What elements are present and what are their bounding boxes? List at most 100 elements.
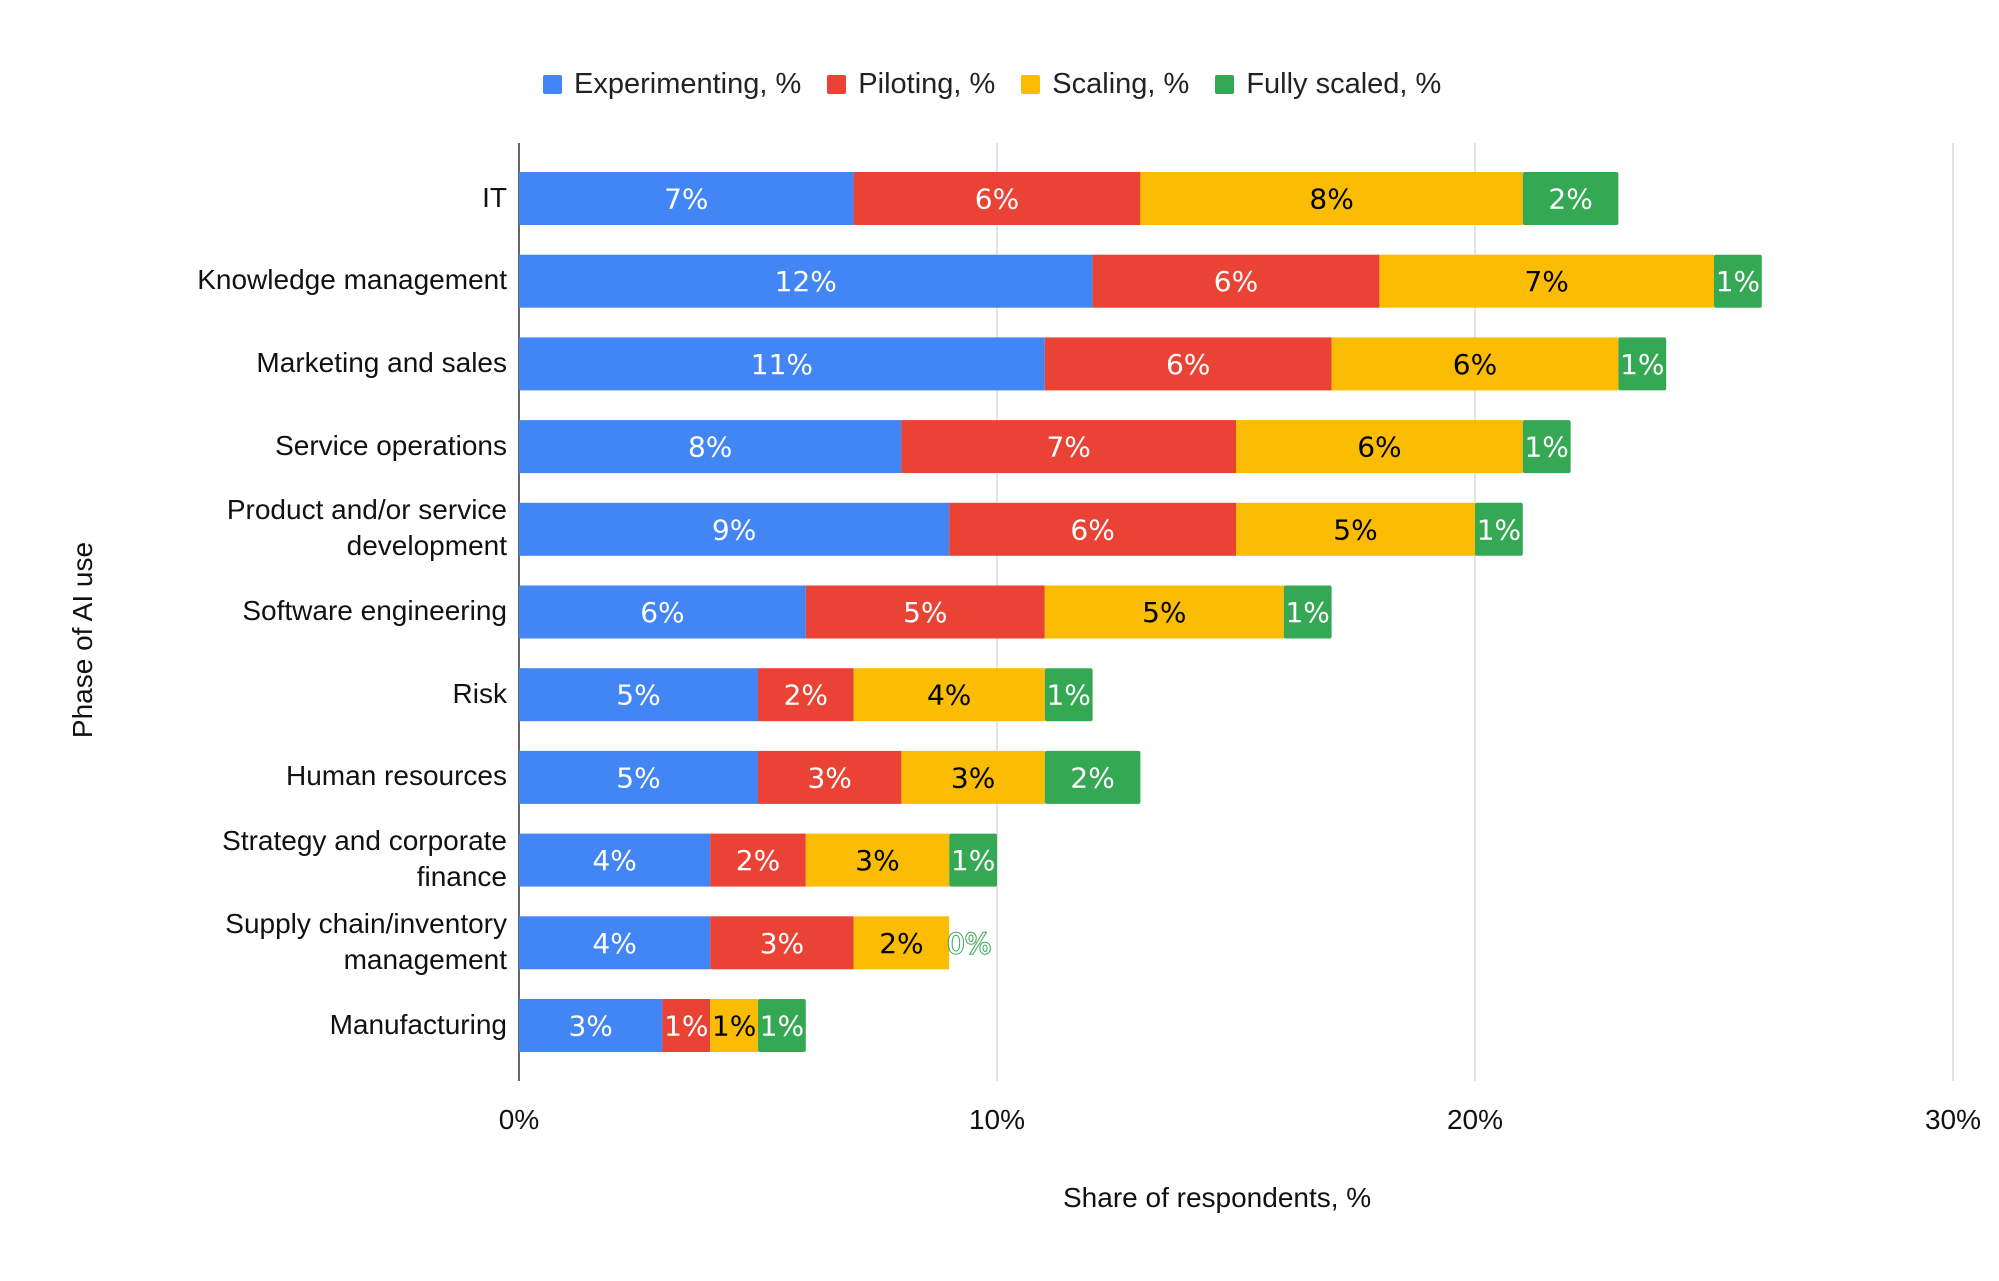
data-label-product-and-or-service-development-scaling: 5% <box>1333 513 1377 546</box>
legend-item-scaling[interactable]: Scaling, % <box>1021 68 1189 101</box>
bar-service-operations-experimenting[interactable] <box>519 420 902 474</box>
bar-group-marketing-and-sales: 11% 6% 6% 1% <box>519 337 1667 391</box>
data-label-software-engineering-experimenting: 6% <box>640 596 684 629</box>
data-label-manufacturing-scaling: 1% <box>712 1010 756 1043</box>
bar-product-and-or-service-development-experimenting[interactable] <box>519 502 950 556</box>
legend-item-experimenting[interactable]: Experimenting, % <box>543 68 801 101</box>
bar-marketing-and-sales-piloting[interactable] <box>1044 337 1332 391</box>
bar-knowledge-management-experimenting[interactable] <box>519 254 1093 308</box>
data-label-software-engineering-fully-scaled: 1% <box>1285 596 1329 629</box>
category-label-line: development <box>346 530 507 562</box>
bar-group-strategy-and-corporate-finance: 4% 2% 3% 1% <box>519 833 997 887</box>
category-label-line: Risk <box>452 677 507 709</box>
data-label-manufacturing-experimenting: 3% <box>568 1010 612 1043</box>
bar-strategy-and-corporate-finance-fully-scaled[interactable] <box>949 833 997 887</box>
bar-manufacturing-experimenting[interactable] <box>519 999 663 1052</box>
data-label-it-fully-scaled: 2% <box>1548 183 1592 216</box>
bar-service-operations-scaling[interactable] <box>1236 420 1523 474</box>
bar-risk-experimenting[interactable] <box>519 668 758 722</box>
data-label-manufacturing-piloting: 1% <box>664 1010 708 1043</box>
bar-group-supply-chain-inventory-management: 4% 3% 2% 0% <box>519 916 992 970</box>
category-label-manufacturing: Manufacturing <box>87 1007 507 1043</box>
bar-software-engineering-experimenting[interactable] <box>519 585 806 639</box>
data-label-supply-chain-inventory-management-scaling: 2% <box>879 927 923 960</box>
bar-supply-chain-inventory-management-scaling[interactable] <box>853 916 950 970</box>
category-label-line: Marketing and sales <box>256 346 507 378</box>
bar-risk-piloting[interactable] <box>758 668 854 722</box>
data-label-service-operations-fully-scaled: 1% <box>1524 431 1568 464</box>
bar-it-fully-scaled[interactable] <box>1522 172 1619 225</box>
data-label-knowledge-management-fully-scaled: 1% <box>1716 265 1760 298</box>
bar-manufacturing-piloting[interactable] <box>662 999 711 1052</box>
bar-service-operations-piloting[interactable] <box>901 420 1236 474</box>
bar-risk-scaling[interactable] <box>853 668 1045 722</box>
bar-product-and-or-service-development-piloting[interactable] <box>949 502 1236 556</box>
bar-group-software-engineering: 6% 5% 5% 1% <box>519 585 1332 639</box>
bar-product-and-or-service-development-fully-scaled[interactable] <box>1475 502 1523 556</box>
bar-human-resources-fully-scaled[interactable] <box>1044 750 1141 804</box>
data-label-service-operations-experimenting: 8% <box>688 431 732 464</box>
bar-it-scaling[interactable] <box>1140 172 1523 225</box>
bar-manufacturing-scaling[interactable] <box>710 999 758 1052</box>
legend: Experimenting, % Piloting, % Scaling, % … <box>543 64 1441 104</box>
data-label-marketing-and-sales-piloting: 6% <box>1166 348 1210 381</box>
category-label-product-and-or-service-development: Product and/or service development <box>87 492 507 564</box>
category-label-service-operations: Service operations <box>87 428 507 464</box>
data-label-human-resources-experimenting: 5% <box>616 761 660 794</box>
data-label-knowledge-management-experimenting: 12% <box>775 265 837 298</box>
bar-marketing-and-sales-experimenting[interactable] <box>519 337 1045 391</box>
category-label-line: Strategy and corporate <box>222 825 507 857</box>
data-label-risk-piloting: 2% <box>784 679 828 712</box>
legend-item-piloting[interactable]: Piloting, % <box>827 68 995 101</box>
data-label-product-and-or-service-development-piloting: 6% <box>1070 513 1114 546</box>
legend-item-fully-scaled[interactable]: Fully scaled, % <box>1215 68 1441 101</box>
data-label-service-operations-scaling: 6% <box>1357 431 1401 464</box>
category-label-supply-chain-inventory-management: Supply chain/inventory management <box>87 906 507 978</box>
bar-group-knowledge-management: 12% 6% 7% 1% <box>519 254 1762 308</box>
x-tick-label-0: 0% <box>498 1104 540 1135</box>
category-label-strategy-and-corporate-finance: Strategy and corporate finance <box>87 823 507 895</box>
bar-service-operations-fully-scaled[interactable] <box>1522 420 1571 474</box>
bar-software-engineering-scaling[interactable] <box>1044 585 1284 639</box>
legend-swatch-experimenting <box>543 74 562 94</box>
data-label-human-resources-fully-scaled: 2% <box>1070 761 1114 794</box>
category-label-it: IT <box>87 180 507 216</box>
y-axis-title: Phase of AI use <box>67 541 98 739</box>
data-label-service-operations-piloting: 7% <box>1046 431 1090 464</box>
bar-knowledge-management-piloting[interactable] <box>1092 254 1380 308</box>
data-label-strategy-and-corporate-finance-piloting: 2% <box>736 844 780 877</box>
data-label-software-engineering-scaling: 5% <box>1142 596 1186 629</box>
bar-strategy-and-corporate-finance-experimenting[interactable] <box>519 833 711 887</box>
bar-software-engineering-piloting[interactable] <box>805 585 1045 639</box>
bar-human-resources-experimenting[interactable] <box>519 750 758 804</box>
bar-strategy-and-corporate-finance-piloting[interactable] <box>710 833 806 887</box>
x-tick-label-30: 30% <box>1924 1104 1982 1135</box>
bar-group-service-operations: 8% 7% 6% 1% <box>519 420 1571 474</box>
data-label-supply-chain-inventory-management-piloting: 3% <box>760 927 804 960</box>
bar-risk-fully-scaled[interactable] <box>1044 668 1093 722</box>
bar-it-experimenting[interactable] <box>519 172 854 225</box>
data-label-human-resources-scaling: 3% <box>951 761 995 794</box>
bar-supply-chain-inventory-management-piloting[interactable] <box>710 916 854 970</box>
bar-marketing-and-sales-scaling[interactable] <box>1331 337 1619 391</box>
bar-supply-chain-inventory-management-experimenting[interactable] <box>519 916 711 970</box>
bar-product-and-or-service-development-scaling[interactable] <box>1236 502 1475 556</box>
bar-human-resources-piloting[interactable] <box>758 750 902 804</box>
bar-group-risk: 5% 2% 4% 1% <box>519 668 1093 722</box>
bar-strategy-and-corporate-finance-scaling[interactable] <box>805 833 950 887</box>
data-label-manufacturing-fully-scaled: 1% <box>760 1010 804 1043</box>
bar-manufacturing-fully-scaled[interactable] <box>758 999 806 1052</box>
data-label-strategy-and-corporate-finance-fully-scaled: 1% <box>951 844 995 877</box>
bar-knowledge-management-scaling[interactable] <box>1379 254 1714 308</box>
legend-label-experimenting: Experimenting, % <box>574 67 802 100</box>
data-label-supply-chain-inventory-management-fully-scaled: 0% <box>947 927 991 960</box>
category-label-line: Service operations <box>275 429 507 461</box>
bar-software-engineering-fully-scaled[interactable] <box>1283 585 1332 639</box>
data-label-human-resources-piloting: 3% <box>807 761 851 794</box>
legend-label-piloting: Piloting, % <box>858 67 996 100</box>
bar-knowledge-management-fully-scaled[interactable] <box>1714 254 1762 308</box>
bar-human-resources-scaling[interactable] <box>901 750 1045 804</box>
bar-it-piloting[interactable] <box>853 172 1141 225</box>
data-label-it-scaling: 8% <box>1309 183 1353 216</box>
bar-marketing-and-sales-fully-scaled[interactable] <box>1618 337 1667 391</box>
